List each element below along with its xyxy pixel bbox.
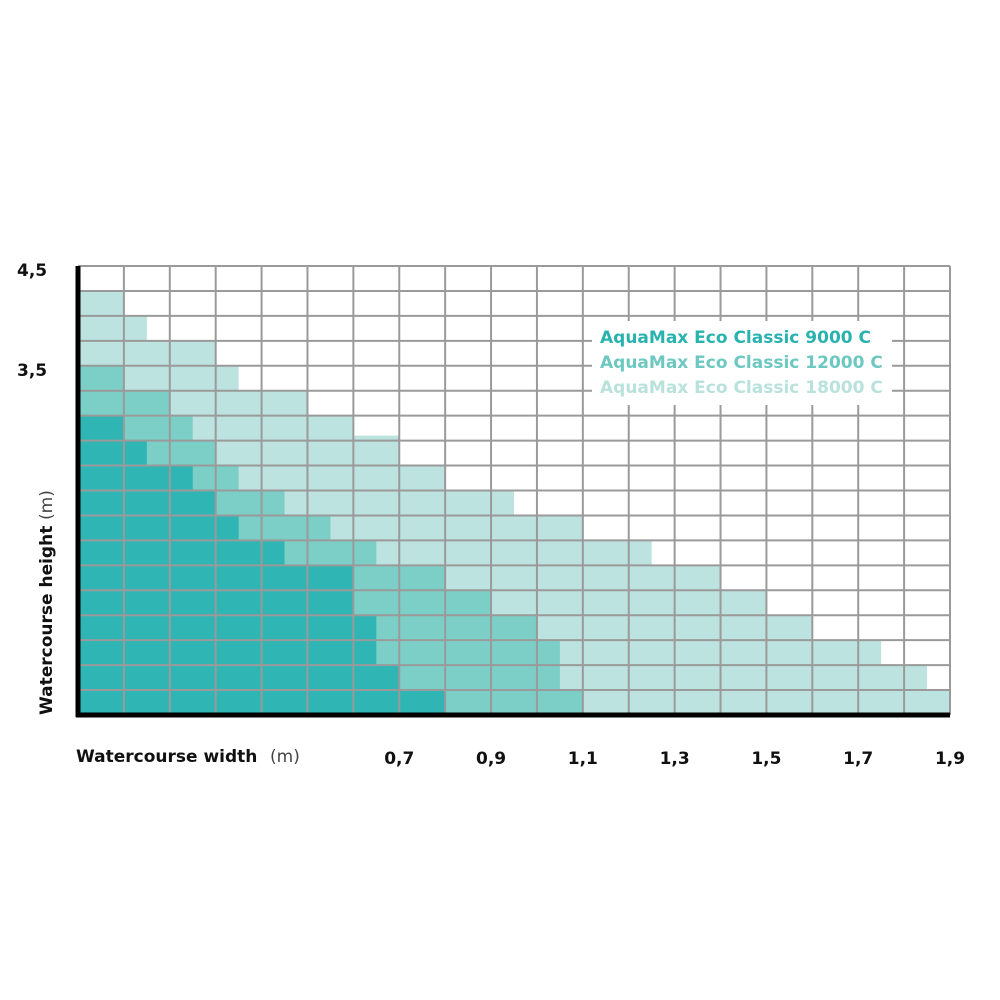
x-tick-label: 1,5	[751, 749, 781, 769]
y-tick-labels: 4,5 3,5	[17, 261, 47, 381]
x-axis-label: Watercourse width	[76, 747, 257, 767]
x-tick-label: 1,3	[660, 749, 690, 769]
legend-background	[592, 321, 892, 405]
x-tick-label: 1,1	[568, 749, 598, 769]
x-axis-unit: (m)	[270, 747, 300, 767]
legend-entry-3: AquaMax Eco Classic 18000 C	[600, 378, 883, 398]
y-axis-label: Watercourse height	[37, 526, 57, 715]
legend-entry-2: AquaMax Eco Classic 12000 C	[600, 353, 883, 373]
legend: AquaMax Eco Classic 9000 C AquaMax Eco Cl…	[592, 321, 892, 405]
x-tick-label: 0,7	[384, 749, 414, 769]
x-tick-labels: 0,7 0,9 1,1 1,3 1,5 1,7 1,9	[384, 749, 965, 769]
y-axis-title: Watercourse height (m)	[37, 490, 57, 715]
legend-entry-1: AquaMax Eco Classic 9000 C	[600, 328, 871, 348]
y-tick-label: 3,5	[17, 361, 47, 381]
y-tick-label: 4,5	[17, 261, 47, 281]
x-tick-label: 1,9	[935, 749, 965, 769]
x-tick-label: 1,7	[843, 749, 873, 769]
y-axis-unit: (m)	[37, 490, 57, 520]
axes	[75, 266, 950, 718]
x-axis-title: Watercourse width (m)	[76, 747, 300, 767]
x-tick-label: 0,9	[476, 749, 506, 769]
